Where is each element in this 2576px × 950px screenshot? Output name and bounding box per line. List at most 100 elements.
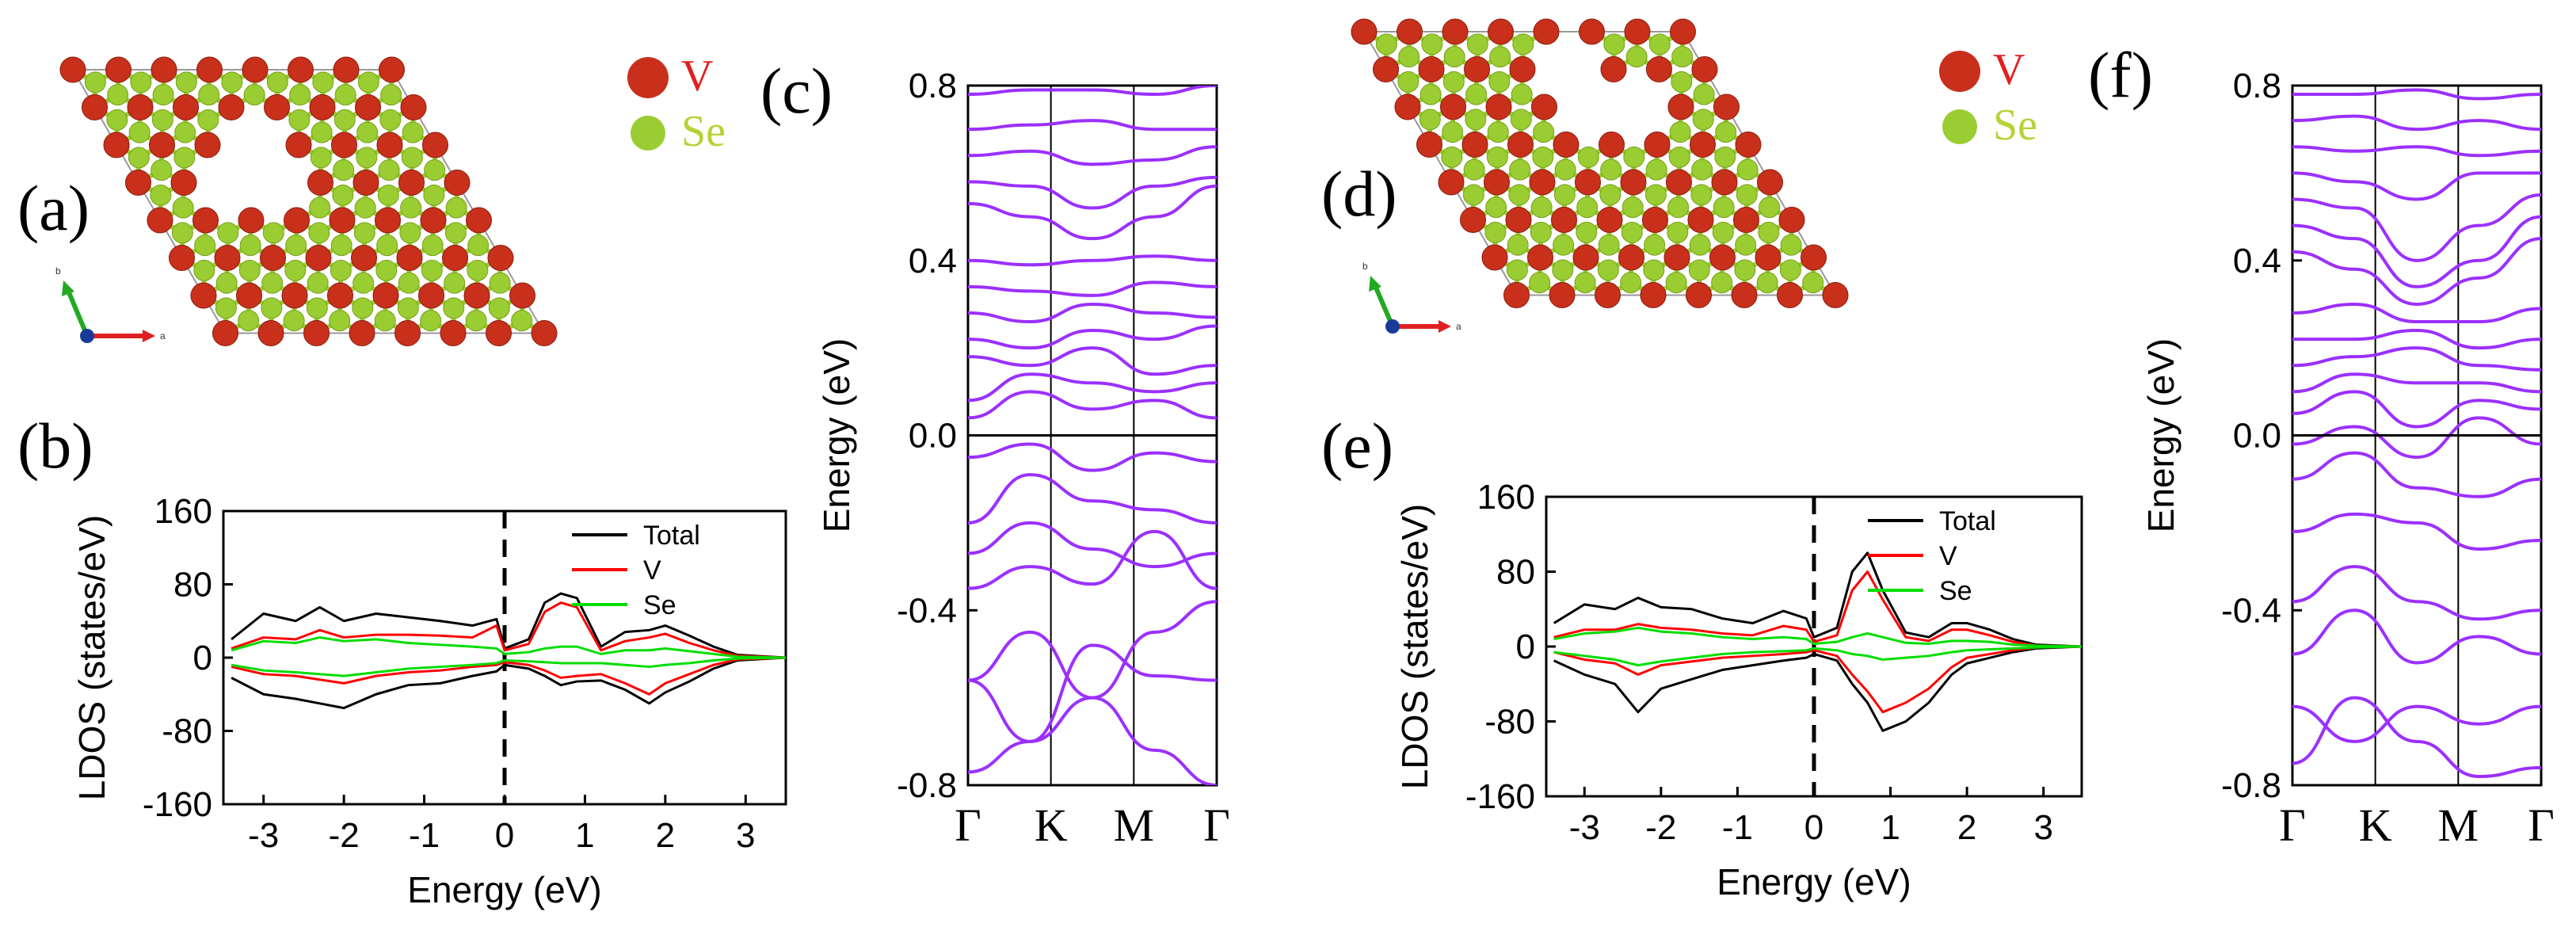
x-tick-label: 0 bbox=[1804, 808, 1823, 847]
se-atom bbox=[289, 84, 311, 106]
se-atom bbox=[1667, 196, 1690, 219]
y-tick-label: -80 bbox=[162, 712, 212, 751]
v-atom bbox=[173, 94, 199, 120]
v-atom bbox=[372, 282, 399, 309]
v-atom bbox=[396, 245, 423, 271]
se-atom bbox=[261, 297, 283, 319]
v-atom bbox=[1733, 207, 1759, 233]
panel-label-c: (c) bbox=[760, 55, 833, 127]
se-atom bbox=[376, 235, 398, 257]
band-line bbox=[968, 184, 1217, 241]
v-atom bbox=[327, 282, 353, 309]
se-atom bbox=[1756, 272, 1778, 294]
v-atom bbox=[147, 207, 173, 234]
legend-se-atom-icon bbox=[1942, 109, 1977, 144]
se-atom bbox=[423, 184, 445, 206]
se-atom bbox=[1507, 234, 1529, 256]
dos-chart-e: 160 80 0 -80 -160 -3 -2 -1 0 1 2 3 Total V Se Energy (e… bbox=[1394, 478, 2083, 902]
y-tick-label: 0 bbox=[1516, 628, 1535, 666]
v-atom bbox=[1484, 169, 1510, 196]
v-atom bbox=[151, 56, 177, 83]
se-atom bbox=[306, 297, 328, 319]
axis-origin bbox=[80, 329, 94, 343]
se-atom bbox=[152, 84, 174, 106]
se-atom bbox=[379, 109, 402, 131]
se-atom bbox=[1508, 184, 1530, 206]
band-line bbox=[2292, 704, 2541, 743]
v-atom bbox=[1667, 93, 1694, 120]
se-atom bbox=[1644, 234, 1666, 256]
y-tick-label: 0.4 bbox=[909, 242, 957, 280]
band-line bbox=[968, 643, 1217, 743]
se-atom bbox=[424, 159, 446, 181]
v-atom bbox=[288, 56, 314, 83]
legend-entry-v: V bbox=[643, 555, 661, 586]
v-atom bbox=[1351, 18, 1378, 45]
band-line bbox=[2292, 512, 2541, 551]
crystal-axes-icon-a: a b bbox=[55, 265, 166, 343]
legend-v-atom-icon bbox=[1939, 51, 1980, 92]
v-atom bbox=[1691, 56, 1718, 82]
se-atom bbox=[130, 71, 152, 93]
se-atom bbox=[1620, 272, 1642, 294]
x-axis-title: Energy (eV) bbox=[407, 869, 601, 910]
se-atom bbox=[310, 147, 332, 169]
x-tick-label: 0 bbox=[495, 816, 514, 855]
y-tick-label: -0.8 bbox=[897, 766, 957, 805]
kpoint-label: Γ bbox=[1203, 799, 1230, 851]
x-tick-label: -3 bbox=[1569, 808, 1600, 847]
se-atom bbox=[489, 272, 511, 294]
x-tick-label: 2 bbox=[1957, 808, 1976, 847]
se-atom bbox=[397, 297, 419, 319]
v-atom bbox=[105, 56, 131, 83]
v-atom bbox=[1551, 207, 1577, 233]
band-line bbox=[2292, 390, 2541, 429]
se-atom bbox=[352, 272, 375, 294]
v-atom bbox=[1646, 56, 1672, 82]
se-atom bbox=[193, 259, 215, 281]
se-atom bbox=[1485, 196, 1507, 219]
y-tick-label: -0.4 bbox=[2221, 591, 2281, 630]
v-atom bbox=[1527, 244, 1553, 271]
v-atom bbox=[487, 245, 514, 271]
v-atom bbox=[214, 245, 241, 271]
v-atom bbox=[59, 56, 86, 83]
se-atom bbox=[421, 235, 444, 257]
se-atom bbox=[84, 71, 106, 93]
v-atom bbox=[257, 320, 284, 346]
lattice-legend-a: V Se bbox=[627, 52, 726, 156]
se-atom bbox=[1712, 221, 1734, 243]
y-tick-label: -160 bbox=[143, 785, 212, 824]
se-atom bbox=[1510, 109, 1532, 131]
se-atom bbox=[150, 184, 172, 206]
v-atom bbox=[442, 245, 468, 271]
axis-a-label: a bbox=[1456, 321, 1461, 332]
se-atom bbox=[1419, 83, 1442, 105]
dos-series-v-down bbox=[231, 656, 787, 696]
v-atom bbox=[190, 282, 217, 309]
legend-se-atom-icon bbox=[631, 116, 665, 151]
axis-b-arrow bbox=[64, 285, 90, 338]
se-atom bbox=[174, 121, 196, 143]
v-atom bbox=[509, 282, 535, 309]
x-tick-label: 3 bbox=[2033, 808, 2052, 847]
kpoint-label: Γ bbox=[2279, 799, 2306, 851]
v-atom bbox=[1624, 18, 1651, 45]
band-line bbox=[2292, 88, 2541, 101]
v-atom bbox=[212, 320, 238, 346]
se-atom bbox=[374, 310, 396, 332]
v-atom bbox=[486, 320, 512, 346]
v-atom bbox=[1666, 169, 1692, 196]
se-atom bbox=[1736, 158, 1759, 181]
se-atom bbox=[309, 196, 331, 219]
se-atom bbox=[1398, 46, 1420, 68]
v-atom bbox=[1713, 93, 1740, 120]
v-atom bbox=[349, 320, 375, 346]
v-atom bbox=[284, 207, 310, 234]
se-atom bbox=[1758, 221, 1780, 243]
v-atom bbox=[1549, 282, 1576, 308]
v-atom bbox=[1529, 169, 1556, 196]
se-atom bbox=[1533, 121, 1555, 143]
se-atom bbox=[1462, 184, 1484, 206]
